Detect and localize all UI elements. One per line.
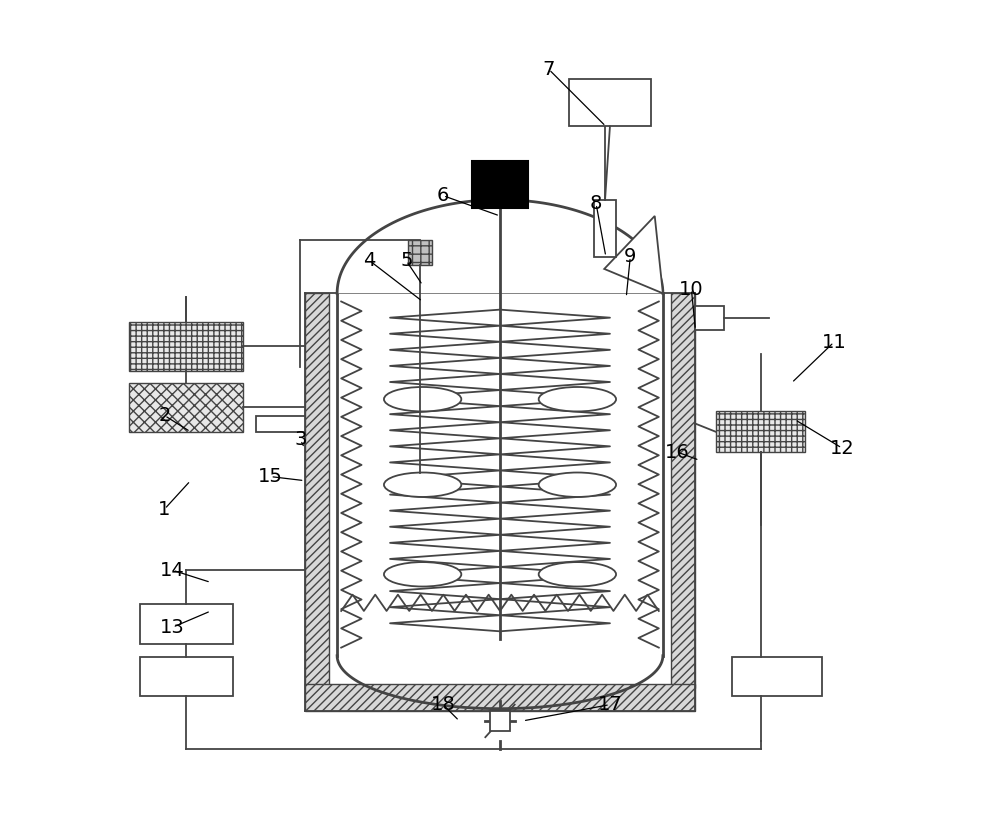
Text: 1: 1 [158,499,171,519]
Text: 6: 6 [437,186,449,205]
Bar [305,293,329,688]
Text: 17: 17 [598,695,622,714]
Bar [140,604,233,643]
Bar [256,416,305,432]
Bar [472,160,528,208]
Bar [305,684,695,711]
Text: 16: 16 [665,443,690,462]
Ellipse shape [384,562,461,587]
Text: 15: 15 [258,467,283,486]
Text: 5: 5 [400,251,413,270]
Text: 2: 2 [158,406,171,425]
Bar [695,306,724,330]
Bar [732,657,822,696]
Ellipse shape [384,387,461,411]
Polygon shape [604,216,663,293]
Text: 8: 8 [590,194,602,214]
Bar [569,79,651,126]
Ellipse shape [384,473,461,497]
Bar [408,240,432,265]
Bar [490,711,510,730]
Ellipse shape [539,562,616,587]
Bar [716,411,805,452]
Text: 10: 10 [679,280,704,299]
Bar [129,322,243,371]
Text: 4: 4 [364,251,376,270]
Text: 3: 3 [294,430,307,450]
Bar [671,293,695,688]
Text: 12: 12 [830,439,854,458]
Text: 7: 7 [543,60,555,79]
Ellipse shape [539,387,616,411]
Bar [594,199,616,257]
Polygon shape [337,199,663,293]
Text: 11: 11 [822,332,846,352]
Bar [129,383,243,432]
Text: 9: 9 [624,247,636,266]
Polygon shape [337,293,663,709]
Text: 18: 18 [431,695,455,714]
Text: 14: 14 [160,561,185,580]
Bar [140,657,233,696]
Ellipse shape [539,473,616,497]
Text: 13: 13 [160,617,185,637]
